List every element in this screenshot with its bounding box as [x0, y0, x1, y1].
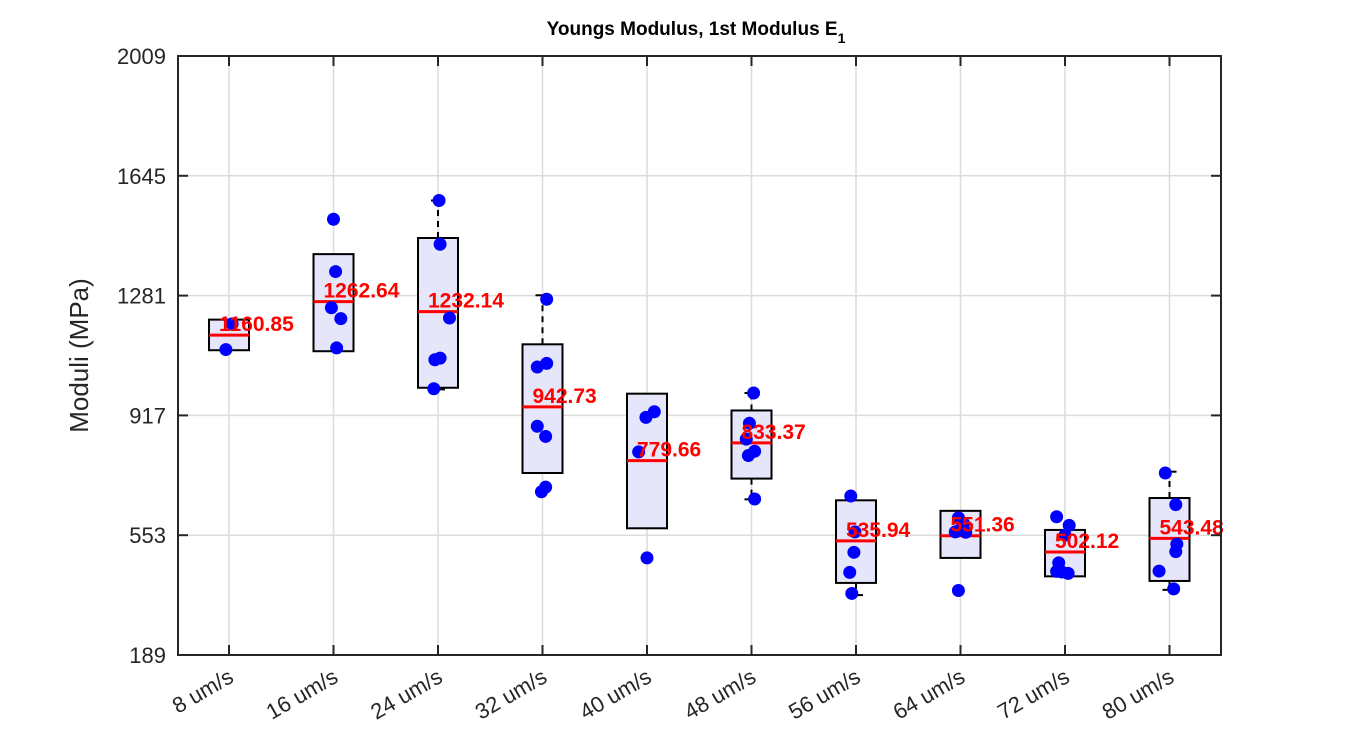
- data-point: [1062, 518, 1076, 532]
- data-point: [959, 525, 973, 539]
- chart-title: Youngs Modulus, 1st Modulus E1: [547, 19, 846, 46]
- data-point: [329, 265, 343, 279]
- data-point: [948, 525, 962, 539]
- median-label: 779.66: [637, 439, 701, 462]
- data-point: [1058, 528, 1072, 542]
- x-tick-label: 24 um/s: [366, 664, 446, 725]
- x-tick-label: 8 um/s: [168, 664, 238, 719]
- data-point: [1167, 582, 1181, 596]
- y-tick-label: 553: [129, 523, 166, 548]
- x-tick-label: 80 um/s: [1098, 664, 1178, 725]
- median-label: 535.94: [846, 519, 911, 542]
- y-tick-label: 1645: [117, 164, 166, 189]
- data-point: [845, 586, 859, 600]
- data-point: [1169, 545, 1183, 559]
- data-point: [951, 583, 965, 597]
- median-labels: 1160.85 1262.64 1232.14 942.73 779.66 833.37 5…: [219, 280, 1224, 553]
- x-tick-label: 56 um/s: [784, 664, 864, 725]
- axis-ticks: 189 553 917 1281 1645 2009 8 um/s 16 um/s 24 um/…: [117, 44, 1221, 724]
- median-label: 502.12: [1055, 530, 1119, 553]
- data-point: [1169, 498, 1183, 512]
- x-tick-label: 40 um/s: [575, 664, 655, 725]
- box: [835, 499, 877, 597]
- data-point: [539, 429, 553, 443]
- data-point: [324, 301, 338, 315]
- median-label: 942.73: [533, 385, 597, 408]
- data-point: [327, 212, 340, 226]
- median-label: 1262.64: [324, 280, 400, 303]
- data-point: [632, 445, 646, 459]
- data-point: [1158, 466, 1172, 480]
- data-point: [334, 312, 348, 326]
- data-point: [1061, 566, 1075, 580]
- median-label: 1160.85: [219, 313, 294, 336]
- data-point: [330, 341, 344, 355]
- data-point: [225, 317, 239, 331]
- data-point: [530, 360, 544, 374]
- median-label: 833.37: [742, 421, 806, 444]
- data-point: [847, 545, 861, 559]
- x-tick-label: 72 um/s: [993, 664, 1073, 725]
- median-label: 1232.14: [428, 290, 504, 313]
- data-point: [741, 449, 755, 463]
- data-point: [433, 237, 447, 251]
- y-tick-label: 189: [129, 643, 166, 668]
- data-point: [428, 353, 442, 367]
- data-point: [742, 416, 756, 430]
- data-points: [219, 193, 1184, 600]
- data-point: [427, 382, 441, 396]
- data-point: [432, 193, 446, 207]
- data-point: [748, 492, 762, 506]
- data-point: [739, 432, 753, 446]
- data-point: [534, 485, 548, 499]
- data-point: [747, 386, 761, 400]
- y-tick-label: 917: [129, 403, 166, 428]
- axes-frame: [177, 55, 1222, 656]
- data-point: [639, 410, 653, 424]
- y-axis-label: Moduli (MPa): [64, 278, 94, 433]
- y-tick-label: 1281: [117, 284, 166, 309]
- data-point: [848, 525, 862, 539]
- data-point: [530, 419, 544, 433]
- median-label: 551.36: [951, 514, 1015, 537]
- data-point: [640, 551, 654, 565]
- chart-title-subscript: 1: [838, 30, 846, 46]
- x-tick-label: 48 um/s: [680, 664, 760, 725]
- x-tick-label: 64 um/s: [889, 664, 969, 725]
- data-point: [442, 311, 456, 325]
- data-point: [1152, 564, 1166, 578]
- data-point: [843, 565, 857, 579]
- data-point: [540, 292, 554, 306]
- data-point: [219, 343, 233, 357]
- x-tick-label: 32 um/s: [471, 664, 551, 725]
- y-tick-label: 2009: [117, 44, 166, 69]
- median-label: 543.48: [1160, 516, 1225, 539]
- data-point: [1050, 510, 1064, 524]
- data-point: [844, 489, 858, 503]
- x-tick-label: 16 um/s: [262, 664, 342, 725]
